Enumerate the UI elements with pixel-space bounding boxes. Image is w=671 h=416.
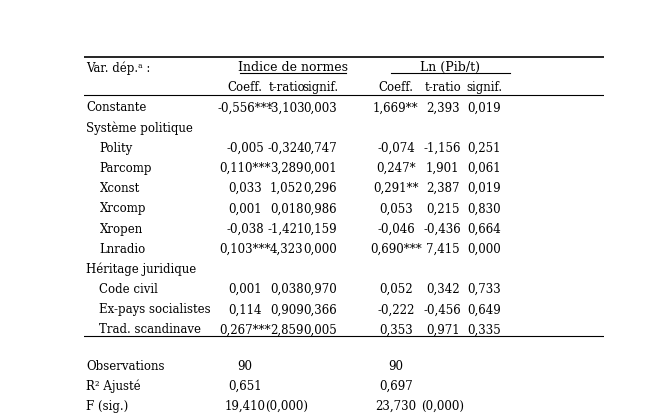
Text: -0,436: -0,436 [424, 223, 462, 235]
Text: 0,733: 0,733 [468, 283, 501, 296]
Text: Lnradio: Lnradio [99, 243, 146, 256]
Text: signif.: signif. [303, 81, 339, 94]
Text: 0,970: 0,970 [303, 283, 338, 296]
Text: Code civil: Code civil [99, 283, 158, 296]
Text: -3,103: -3,103 [268, 102, 305, 114]
Text: 0,986: 0,986 [304, 203, 338, 215]
Text: 0,110***: 0,110*** [219, 162, 271, 175]
Text: 0,103***: 0,103*** [219, 243, 271, 256]
Text: 1,901: 1,901 [426, 162, 460, 175]
Text: 2,393: 2,393 [426, 102, 460, 114]
Text: 0,747: 0,747 [303, 142, 338, 155]
Text: 1,052: 1,052 [270, 182, 303, 195]
Text: t-ratio: t-ratio [424, 81, 461, 94]
Text: 90: 90 [389, 360, 403, 373]
Text: 0,000: 0,000 [303, 243, 338, 256]
Text: -1,421: -1,421 [268, 223, 305, 235]
Text: 0,353: 0,353 [379, 324, 413, 337]
Text: Trad. scandinave: Trad. scandinave [99, 324, 201, 337]
Text: Coeff.: Coeff. [227, 81, 262, 94]
Text: Système politique: Système politique [87, 121, 193, 135]
Text: 0,291**: 0,291** [373, 182, 419, 195]
Text: 0,053: 0,053 [379, 203, 413, 215]
Text: Ln (Pib/t): Ln (Pib/t) [421, 61, 480, 74]
Text: 0,005: 0,005 [303, 324, 338, 337]
Text: Observations: Observations [87, 360, 165, 373]
Text: Parcomp: Parcomp [99, 162, 152, 175]
Text: 0,247*: 0,247* [376, 162, 416, 175]
Text: 0,001: 0,001 [304, 162, 338, 175]
Text: 90: 90 [238, 360, 252, 373]
Text: 0,019: 0,019 [468, 182, 501, 195]
Text: -0,556***: -0,556*** [217, 102, 273, 114]
Text: 0,038: 0,038 [270, 283, 303, 296]
Text: 0,215: 0,215 [426, 203, 460, 215]
Text: 3,289: 3,289 [270, 162, 303, 175]
Text: -0,222: -0,222 [377, 303, 415, 316]
Text: 0,296: 0,296 [304, 182, 338, 195]
Text: 0,342: 0,342 [426, 283, 460, 296]
Text: -0,324: -0,324 [268, 142, 305, 155]
Text: F (sig.): F (sig.) [87, 400, 129, 413]
Text: 0,971: 0,971 [426, 324, 460, 337]
Text: 0,052: 0,052 [379, 283, 413, 296]
Text: 0,061: 0,061 [468, 162, 501, 175]
Text: R² Ajusté: R² Ajusté [87, 380, 141, 394]
Text: 0,003: 0,003 [303, 102, 338, 114]
Text: 23,730: 23,730 [375, 400, 417, 413]
Text: 0,366: 0,366 [303, 303, 338, 316]
Text: Indice de normes: Indice de normes [238, 61, 348, 74]
Text: 0,690***: 0,690*** [370, 243, 422, 256]
Text: 0,335: 0,335 [468, 324, 501, 337]
Text: Ex-pays socialistes: Ex-pays socialistes [99, 303, 211, 316]
Text: -0,456: -0,456 [424, 303, 462, 316]
Text: -0,005: -0,005 [226, 142, 264, 155]
Text: 0,830: 0,830 [468, 203, 501, 215]
Text: 0,018: 0,018 [270, 203, 303, 215]
Text: 0,267***: 0,267*** [219, 324, 271, 337]
Text: Héritage juridique: Héritage juridique [87, 263, 197, 277]
Text: 2,859: 2,859 [270, 324, 303, 337]
Text: 0,001: 0,001 [228, 203, 262, 215]
Text: (0,000): (0,000) [265, 400, 308, 413]
Text: 0,697: 0,697 [379, 380, 413, 393]
Text: 0,019: 0,019 [468, 102, 501, 114]
Text: 0,001: 0,001 [228, 283, 262, 296]
Text: Constante: Constante [87, 102, 147, 114]
Text: Polity: Polity [99, 142, 133, 155]
Text: 2,387: 2,387 [426, 182, 460, 195]
Text: t-ratio: t-ratio [268, 81, 305, 94]
Text: 1,669**: 1,669** [373, 102, 419, 114]
Text: Xrcomp: Xrcomp [99, 203, 146, 215]
Text: 4,323: 4,323 [270, 243, 303, 256]
Text: 7,415: 7,415 [426, 243, 460, 256]
Text: 0,251: 0,251 [468, 142, 501, 155]
Text: -0,038: -0,038 [226, 223, 264, 235]
Text: 0,159: 0,159 [304, 223, 338, 235]
Text: -0,074: -0,074 [377, 142, 415, 155]
Text: -0,046: -0,046 [377, 223, 415, 235]
Text: signif.: signif. [466, 81, 503, 94]
Text: Xropen: Xropen [99, 223, 143, 235]
Text: (0,000): (0,000) [421, 400, 464, 413]
Text: 0,664: 0,664 [468, 223, 501, 235]
Text: 0,909: 0,909 [270, 303, 303, 316]
Text: 0,114: 0,114 [228, 303, 262, 316]
Text: 0,649: 0,649 [468, 303, 501, 316]
Text: 0,033: 0,033 [228, 182, 262, 195]
Text: 0,651: 0,651 [228, 380, 262, 393]
Text: Coeff.: Coeff. [378, 81, 413, 94]
Text: 19,410: 19,410 [225, 400, 266, 413]
Text: 0,000: 0,000 [468, 243, 501, 256]
Text: Xconst: Xconst [99, 182, 140, 195]
Text: Var. dép.ᵃ :: Var. dép.ᵃ : [87, 61, 151, 74]
Text: -1,156: -1,156 [424, 142, 462, 155]
